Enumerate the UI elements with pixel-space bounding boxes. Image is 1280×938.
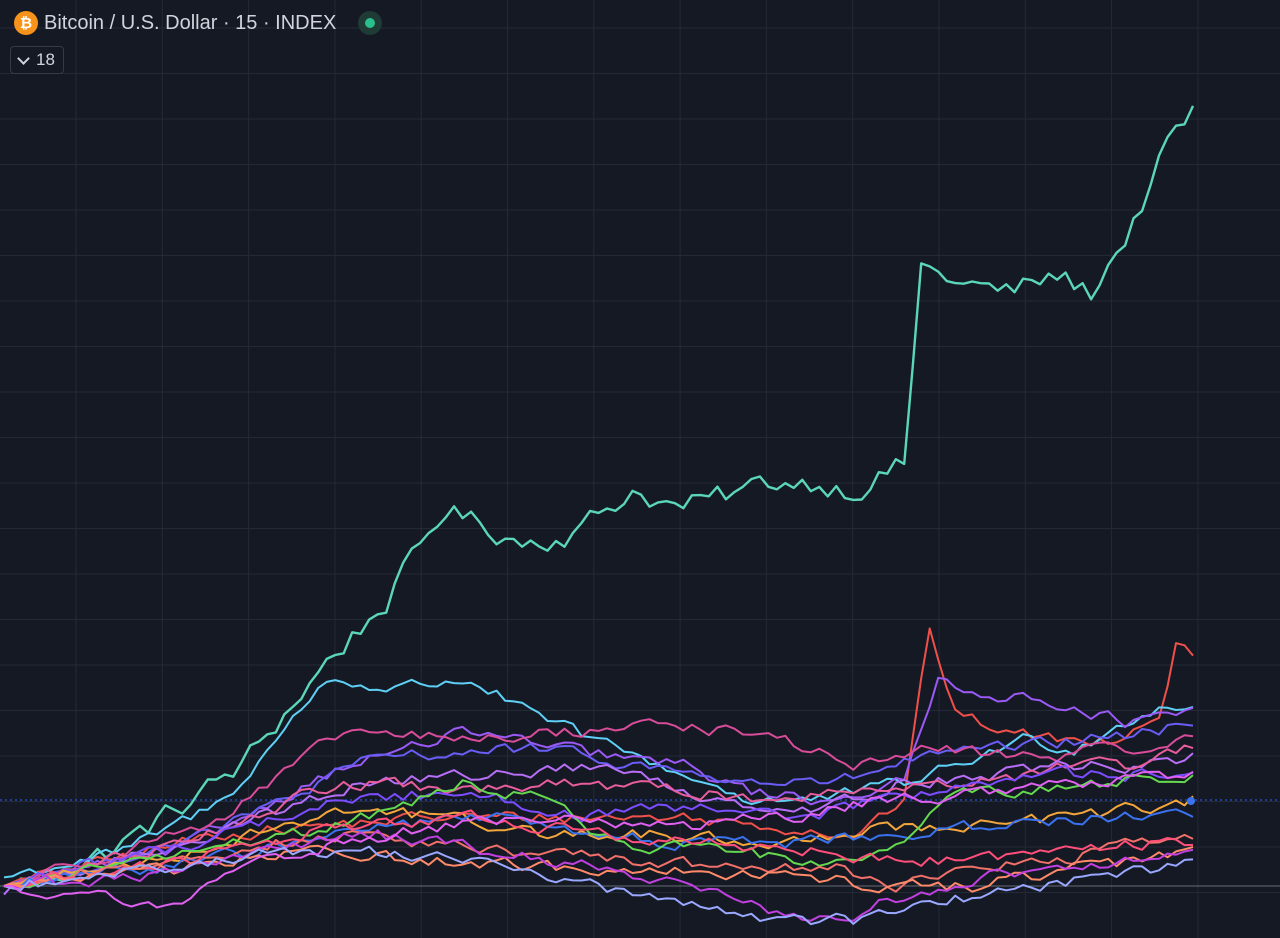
series-line [3, 752, 1194, 896]
last-price-marker [1187, 797, 1195, 805]
chevron-down-icon [17, 51, 30, 65]
series-line [3, 845, 1194, 926]
indicators-toggle-button[interactable]: 18 [10, 46, 64, 74]
series-line [3, 795, 1194, 887]
series-line [3, 770, 1194, 909]
bitcoin-logo-icon: ₿ [14, 11, 38, 35]
symbol-title[interactable]: Bitcoin / U.S. Dollar · 15 · INDEX [44, 11, 337, 34]
series-line [3, 718, 1194, 887]
indicators-count: 18 [36, 50, 55, 69]
chart-header: ₿ Bitcoin / U.S. Dollar · 15 · INDEX [14, 11, 383, 35]
series-line [3, 808, 1194, 888]
market-status-icon[interactable] [358, 11, 383, 35]
series-line [3, 744, 1194, 887]
series-line [3, 627, 1194, 887]
series-line [3, 764, 1194, 888]
series-line [3, 105, 1195, 890]
series-line [3, 809, 1194, 889]
series-line [3, 722, 1194, 887]
series-layer [3, 105, 1195, 926]
